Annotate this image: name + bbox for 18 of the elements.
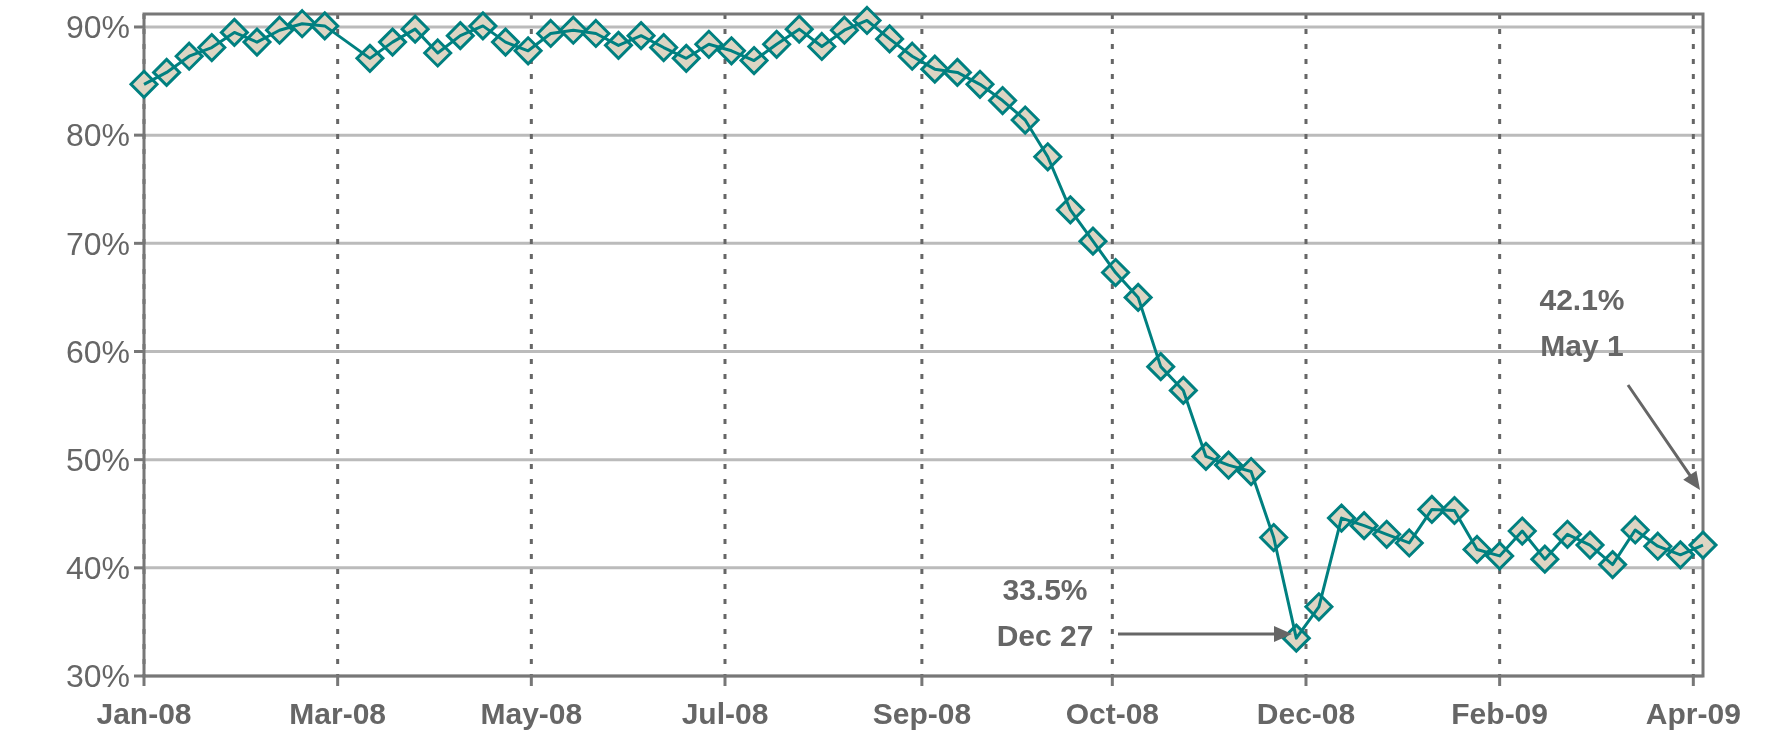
x-tick-label: Dec-08 bbox=[1256, 697, 1356, 730]
x-tick-label: Jul-08 bbox=[681, 697, 769, 730]
annotation: 42.1% May 1 bbox=[1539, 283, 1625, 362]
x-tick-label: May-08 bbox=[480, 697, 583, 730]
y-tick-label: 30% bbox=[65, 658, 130, 695]
y-tick-label: 80% bbox=[65, 117, 130, 154]
x-tick-label: Apr-09 bbox=[1645, 697, 1741, 730]
y-tick-label: 90% bbox=[65, 9, 130, 46]
x-tick-label: Sep-08 bbox=[872, 697, 972, 730]
x-tick-label: Mar-08 bbox=[289, 697, 387, 730]
y-tick-label: 60% bbox=[65, 333, 130, 370]
x-tick-label: Oct-08 bbox=[1065, 697, 1160, 730]
annotation: 33.5% Dec 27 bbox=[996, 573, 1094, 652]
y-tick-label: 70% bbox=[65, 225, 130, 262]
y-tick-label: 40% bbox=[65, 550, 130, 587]
y-tick-label: 50% bbox=[65, 441, 130, 478]
x-tick-label: Feb-09 bbox=[1451, 697, 1548, 730]
x-tick-label: Jan-08 bbox=[96, 697, 192, 730]
